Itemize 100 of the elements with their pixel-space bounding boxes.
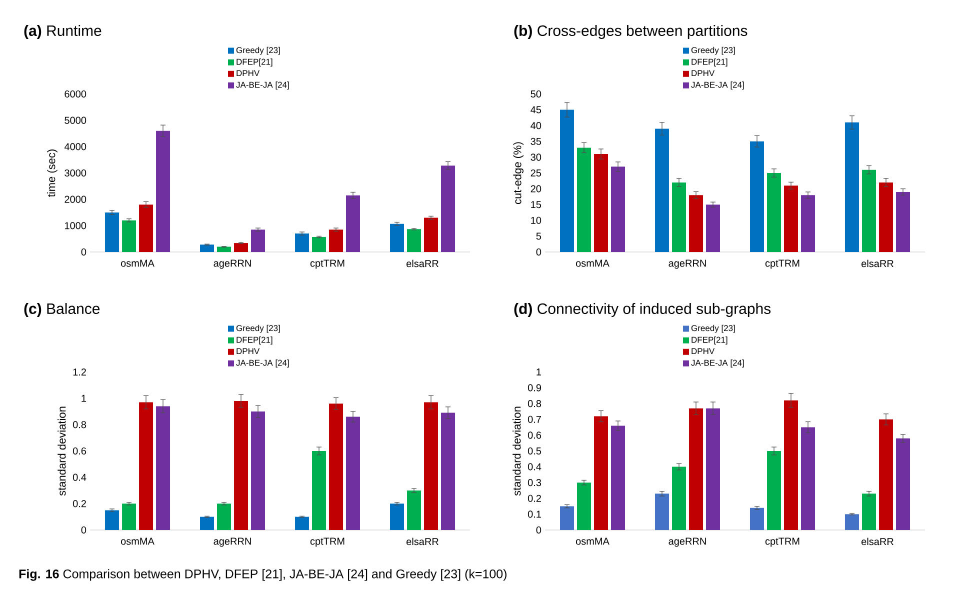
y-tick-label: 0	[81, 526, 86, 534]
bar	[784, 400, 798, 530]
bar	[234, 243, 248, 252]
x-tick-label: cptTRM	[310, 260, 344, 269]
legend-label: DFEP[21]	[236, 58, 272, 66]
y-tick-label: 50	[530, 90, 542, 98]
bar	[560, 506, 574, 530]
legend-label: JA-BE-JA [24]	[236, 360, 289, 368]
bar	[200, 516, 214, 530]
bar	[801, 427, 815, 530]
bar	[441, 166, 456, 252]
bar	[706, 408, 720, 530]
y-tick-label: 0.5	[528, 447, 542, 455]
bar	[560, 110, 574, 252]
y-tick-label: 0.8	[72, 421, 86, 428]
x-tick-label: elsaRR	[862, 260, 894, 268]
bar	[689, 195, 704, 252]
y-tick-label: 0	[536, 526, 542, 534]
chart-title: (d) Connectivity of induced sub-graphs	[514, 302, 771, 317]
y-tick-label: 30	[530, 154, 542, 161]
y-tick-label: 4000	[64, 143, 86, 150]
y-tick-label: 45	[530, 106, 542, 114]
bar	[295, 234, 310, 252]
bar	[655, 494, 669, 530]
y-tick-label: 0	[81, 248, 86, 256]
y-tick-label: 0.6	[528, 432, 542, 439]
bar	[767, 172, 781, 252]
y-axis-title: standard deviation	[512, 406, 521, 496]
y-tick-label: 3000	[64, 169, 86, 177]
bar	[424, 218, 438, 252]
bar	[689, 408, 704, 530]
bar	[122, 220, 136, 252]
y-tick-label: 15	[531, 201, 542, 208]
x-tick-label: osmMA	[120, 260, 154, 267]
bar	[217, 246, 232, 252]
bar	[611, 426, 625, 530]
y-axis-title: standard deviation	[58, 406, 66, 496]
bar	[784, 186, 798, 252]
y-tick-label: 1.2	[73, 368, 86, 376]
y-tick-label: 0.3	[528, 479, 542, 486]
bar	[105, 510, 120, 530]
legend-label: DPHV	[692, 70, 715, 76]
y-axis-title: time (sec)	[47, 150, 58, 197]
bar	[594, 416, 608, 530]
y-tick-label: 35	[530, 138, 542, 145]
y-tick-label: 1	[82, 394, 86, 402]
bar	[139, 402, 154, 530]
y-tick-label: 20	[530, 185, 542, 192]
bar	[441, 412, 456, 530]
chart-title: (b) Cross-edges between partitions	[514, 25, 748, 39]
y-tick-label: 0.8	[528, 400, 542, 408]
text: Fig. 16 Comparison between DPHV, DFEP [21], JA-BE-JA [24] and Greedy [23] (k=100)	[19, 569, 506, 581]
x-tick-label: osmMA	[120, 538, 154, 545]
bar	[295, 516, 310, 530]
bar	[862, 494, 876, 530]
y-tick-label: 1000	[65, 222, 86, 230]
y-tick-label: 5	[536, 232, 542, 240]
bar	[862, 170, 876, 252]
bar	[407, 229, 422, 252]
legend-label: DPHV	[236, 70, 260, 76]
y-tick-label: 0.6	[72, 447, 86, 455]
bar	[577, 482, 591, 530]
bar	[105, 212, 120, 252]
bar	[655, 128, 669, 252]
x-tick-label: ageRRN	[214, 538, 251, 547]
bar	[879, 419, 893, 530]
bar	[156, 130, 170, 252]
bar	[767, 450, 781, 530]
legend-label: JA-BE-JA [24]	[236, 82, 289, 90]
bar	[329, 230, 344, 252]
y-tick-label: 0.9	[528, 384, 542, 392]
bar	[251, 230, 266, 252]
bar	[407, 490, 422, 530]
legend-label: Greedy [23]	[236, 324, 280, 333]
y-tick-label: 0.7	[528, 416, 541, 423]
bar	[845, 122, 859, 252]
bar	[672, 182, 686, 252]
bar	[346, 195, 360, 252]
bar	[594, 154, 608, 252]
bar	[672, 466, 686, 530]
y-tick-label: 1	[536, 368, 541, 376]
bar	[750, 141, 764, 252]
x-tick-label: elsaRR	[406, 538, 438, 546]
bar	[122, 504, 136, 530]
bar	[706, 204, 720, 252]
x-tick-label: osmMA	[576, 538, 610, 545]
x-tick-label: elsaRR	[406, 260, 438, 268]
legend-label: DFEP[21]	[692, 336, 728, 344]
x-tick-label: elsaRR	[862, 538, 894, 546]
legend-label: Greedy [23]	[691, 324, 735, 333]
legend-label: JA-BE-JA [24]	[691, 82, 744, 90]
legend-label: JA-BE-JA [24]	[691, 360, 744, 368]
bar	[879, 182, 893, 252]
y-axis-title: cut-edge (%)	[513, 142, 524, 204]
bar	[845, 514, 859, 530]
y-tick-label: 0.2	[528, 494, 541, 502]
y-tick-label: 0.4	[72, 474, 86, 481]
legend-label: DFEP[21]	[236, 336, 272, 344]
y-tick-label: 10	[531, 216, 542, 224]
legend-label: Greedy [23]	[691, 46, 735, 55]
